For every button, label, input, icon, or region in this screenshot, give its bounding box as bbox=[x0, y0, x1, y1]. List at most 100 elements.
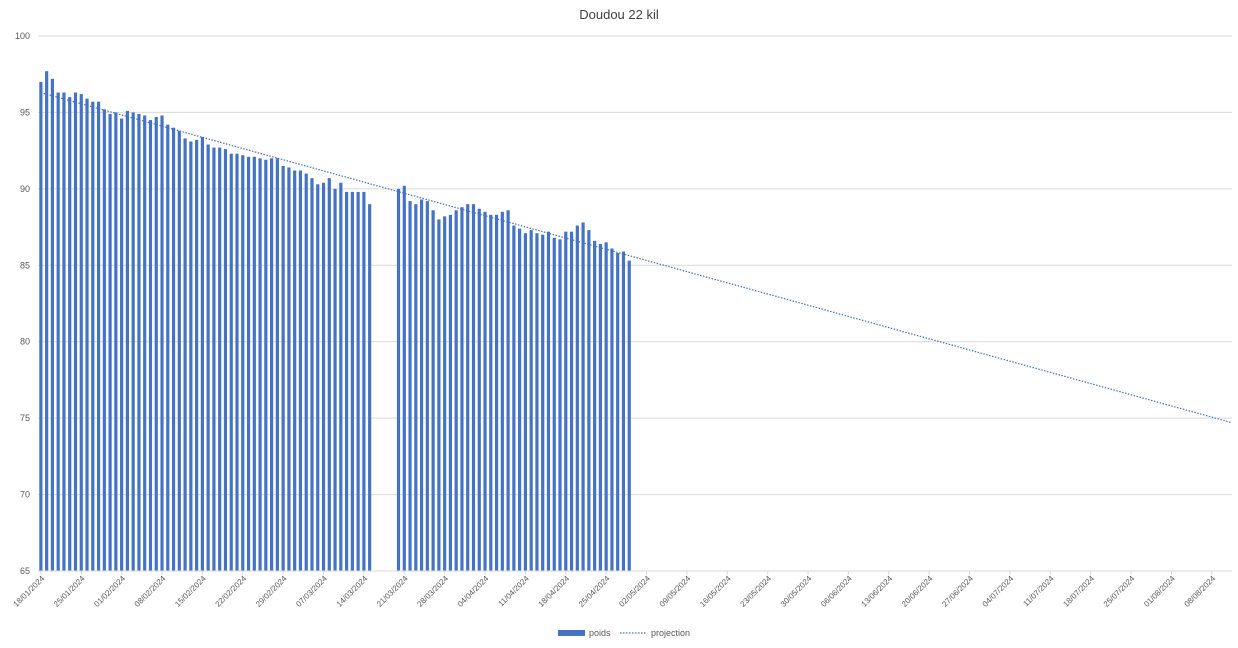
bar-28/04/2024 bbox=[621, 251, 626, 571]
x-tick-label: 09/05/2024 bbox=[658, 574, 693, 609]
bar-23/04/2024 bbox=[593, 240, 597, 571]
bar-29/03/2024 bbox=[448, 214, 452, 571]
legend-label-projection: projection bbox=[651, 628, 690, 638]
bar-13/04/2024 bbox=[535, 233, 539, 571]
bar-12/04/2024 bbox=[529, 230, 533, 571]
bar-06/04/2024 bbox=[494, 214, 499, 571]
bar-22/01/2024 bbox=[62, 92, 66, 571]
bar-20/02/2024 bbox=[229, 153, 233, 571]
x-tick-label: 07/03/2024 bbox=[294, 574, 329, 609]
bar-28/01/2024 bbox=[96, 101, 101, 571]
bar-31/03/2024 bbox=[460, 207, 464, 571]
bar-26/02/2024 bbox=[264, 159, 268, 571]
y-tick-label: 65 bbox=[20, 566, 30, 576]
x-tick-label: 08/08/2024 bbox=[1183, 574, 1218, 609]
bar-19/01/2024 bbox=[45, 71, 49, 571]
legend: poids projection bbox=[558, 628, 690, 638]
bar-27/04/2024 bbox=[616, 253, 620, 571]
bar-02/02/2024 bbox=[125, 110, 129, 572]
trend-series-projection bbox=[40, 91, 1233, 424]
bar-23/01/2024 bbox=[68, 97, 72, 571]
bar-07/02/2024 bbox=[154, 117, 158, 571]
gridlines bbox=[38, 35, 1232, 496]
x-tick-label: 25/07/2024 bbox=[1102, 574, 1137, 609]
bar-24/01/2024 bbox=[73, 92, 78, 571]
x-tick-label: 27/06/2024 bbox=[940, 574, 975, 609]
bar-10/02/2024 bbox=[171, 127, 176, 572]
bar-29/02/2024 bbox=[281, 165, 285, 571]
bar-08/02/2024 bbox=[160, 115, 164, 572]
bar-09/03/2024 bbox=[333, 188, 337, 572]
bar-01/03/2024 bbox=[287, 167, 291, 571]
bar-14/04/2024 bbox=[541, 234, 545, 571]
bar-24/03/2024 bbox=[419, 199, 424, 571]
chart-title: Doudou 22 kil bbox=[579, 7, 659, 22]
bar-22/04/2024 bbox=[587, 230, 591, 571]
bar-08/04/2024 bbox=[506, 210, 510, 571]
legend-swatch-poids bbox=[558, 630, 585, 636]
x-tick-label: 11/04/2024 bbox=[497, 574, 532, 609]
bar-09/04/2024 bbox=[512, 225, 516, 572]
x-tick-label: 15/02/2024 bbox=[173, 574, 208, 609]
bar-15/03/2024 bbox=[368, 204, 372, 571]
bar-26/01/2024 bbox=[85, 98, 89, 572]
y-axis-ticks: 65 70 75 80 85 90 95 100 bbox=[15, 31, 30, 576]
bar-20/04/2024 bbox=[575, 225, 579, 572]
bar-12/02/2024 bbox=[183, 138, 187, 571]
x-tick-label: 21/03/2024 bbox=[375, 574, 410, 609]
bar-27/03/2024 bbox=[437, 219, 441, 571]
bar-31/01/2024 bbox=[114, 112, 118, 572]
bar-25/04/2024 bbox=[604, 242, 608, 572]
bar-07/03/2024 bbox=[321, 182, 326, 572]
y-tick-label: 70 bbox=[20, 490, 30, 500]
x-tick-label: 16/05/2024 bbox=[698, 574, 733, 609]
y-tick-label: 80 bbox=[20, 337, 30, 347]
bar-09/02/2024 bbox=[166, 124, 170, 571]
x-tick-label: 13/06/2024 bbox=[860, 574, 895, 609]
bar-06/03/2024 bbox=[316, 184, 320, 571]
bar-17/02/2024 bbox=[212, 147, 216, 571]
bar-02/03/2024 bbox=[293, 170, 297, 571]
bar-16/02/2024 bbox=[206, 144, 210, 571]
bar-22/03/2024 bbox=[408, 201, 412, 571]
bar-05/04/2024 bbox=[489, 214, 493, 571]
bar-24/02/2024 bbox=[252, 156, 256, 571]
bar-15/02/2024 bbox=[200, 136, 204, 571]
bar-05/03/2024 bbox=[310, 178, 314, 571]
bar-21/04/2024 bbox=[581, 222, 585, 572]
y-tick-label: 100 bbox=[15, 31, 30, 41]
x-tick-label: 18/01/2024 bbox=[12, 574, 47, 609]
x-axis-ticks: 18/01/2024 25/01/2024 01/02/2024 08/02/2024… bbox=[12, 571, 1218, 609]
x-tick-label: 23/05/2024 bbox=[738, 574, 773, 609]
x-tick-label: 18/04/2024 bbox=[537, 574, 572, 609]
bar-11/03/2024 bbox=[345, 191, 349, 571]
bar-06/02/2024 bbox=[148, 120, 153, 571]
bar-21/01/2024 bbox=[56, 92, 60, 571]
bar-19/04/2024 bbox=[569, 231, 574, 571]
bar-series-poids bbox=[39, 71, 631, 572]
bar-03/02/2024 bbox=[131, 112, 135, 572]
bar-07/04/2024 bbox=[500, 211, 504, 572]
x-tick-label: 29/02/2024 bbox=[254, 574, 289, 609]
x-tick-label: 02/05/2024 bbox=[617, 574, 652, 609]
bar-27/02/2024 bbox=[270, 158, 274, 572]
bar-27/01/2024 bbox=[91, 101, 95, 571]
bar-13/02/2024 bbox=[189, 141, 193, 571]
bar-12/03/2024 bbox=[350, 191, 354, 571]
bar-18/04/2024 bbox=[564, 231, 568, 571]
x-tick-label: 25/04/2024 bbox=[577, 574, 612, 609]
y-tick-label: 95 bbox=[20, 107, 30, 117]
x-tick-label: 14/03/2024 bbox=[335, 574, 370, 609]
x-tick-label: 08/02/2024 bbox=[133, 574, 168, 609]
bar-20/03/2024 bbox=[396, 188, 401, 572]
bar-23/02/2024 bbox=[246, 156, 251, 571]
bar-15/04/2024 bbox=[546, 231, 551, 571]
bar-28/02/2024 bbox=[275, 158, 279, 572]
bar-16/04/2024 bbox=[552, 237, 556, 571]
x-tick-label: 30/05/2024 bbox=[779, 574, 814, 609]
bar-10/04/2024 bbox=[518, 228, 522, 571]
bar-04/03/2024 bbox=[304, 173, 308, 571]
bar-19/02/2024 bbox=[223, 149, 228, 572]
